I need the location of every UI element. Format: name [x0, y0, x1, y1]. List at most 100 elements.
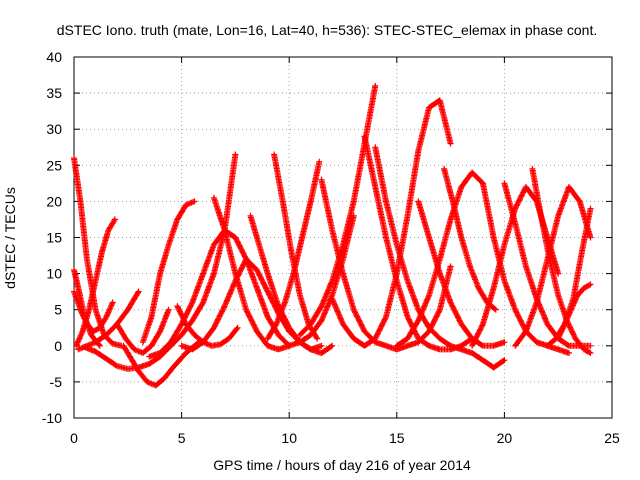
data-point — [460, 186, 462, 188]
series-12 — [210, 194, 357, 353]
data-point — [417, 200, 419, 202]
data-point — [428, 345, 430, 347]
data-point — [460, 348, 462, 350]
data-point — [452, 200, 454, 202]
data-point — [320, 352, 322, 354]
data-point — [301, 237, 303, 238]
data-point — [82, 330, 84, 332]
data-point — [77, 348, 79, 350]
data-point — [176, 305, 178, 307]
data-point — [176, 218, 178, 220]
data-point — [503, 244, 505, 246]
data-point — [73, 269, 75, 271]
data-point — [237, 327, 239, 329]
data-point — [95, 341, 97, 343]
data-point — [581, 251, 583, 253]
data-point — [407, 316, 409, 318]
data-point — [267, 291, 269, 293]
data-point — [450, 218, 452, 220]
series-15 — [264, 158, 323, 342]
data-point — [284, 301, 286, 303]
data-point — [428, 294, 430, 296]
data-point — [385, 345, 387, 347]
data-point — [125, 338, 127, 340]
data-point — [353, 338, 355, 340]
data-point — [159, 273, 161, 275]
data-point — [568, 352, 570, 354]
data-point — [282, 200, 284, 202]
data-point — [99, 327, 101, 329]
data-point — [310, 348, 312, 350]
data-point — [503, 182, 505, 184]
data-point — [482, 323, 484, 325]
data-point — [213, 244, 215, 246]
series-6 — [114, 306, 172, 356]
data-point — [299, 334, 301, 336]
x-tick-label: 0 — [70, 430, 78, 446]
y-tick-label: 25 — [46, 157, 62, 173]
data-point — [525, 330, 527, 332]
data-point — [224, 229, 226, 231]
data-point — [277, 348, 279, 350]
data-point — [374, 338, 376, 340]
data-point — [353, 200, 355, 202]
data-point — [589, 283, 591, 285]
data-point — [112, 343, 114, 345]
data-point — [191, 301, 193, 303]
x-tick-label: 20 — [497, 430, 513, 446]
data-point — [493, 237, 495, 238]
data-point — [417, 150, 419, 152]
data-point — [428, 237, 430, 238]
data-point — [540, 215, 542, 217]
data-point — [471, 352, 473, 354]
y-tick-label: -5 — [50, 374, 63, 390]
data-point — [331, 345, 333, 347]
data-point — [493, 366, 495, 368]
data-point — [450, 265, 452, 267]
data-point — [163, 377, 165, 379]
data-point — [77, 287, 79, 289]
data-point — [342, 273, 344, 275]
data-point — [574, 338, 576, 340]
data-point — [202, 301, 204, 303]
data-point — [589, 208, 591, 210]
data-point — [583, 287, 585, 289]
data-point — [460, 237, 462, 238]
data-point — [417, 338, 419, 340]
data-point — [213, 327, 215, 329]
data-point — [460, 323, 462, 325]
x-tick-label: 10 — [281, 430, 297, 446]
data-point — [99, 345, 101, 347]
data-point — [417, 320, 419, 322]
data-point — [122, 345, 124, 347]
data-point — [525, 265, 527, 267]
data-point — [478, 287, 480, 289]
data-point — [514, 345, 516, 347]
data-point — [159, 330, 161, 332]
data-point — [353, 309, 355, 311]
data-point — [439, 258, 441, 260]
y-tick-label: 15 — [46, 230, 62, 246]
series-14 — [271, 151, 321, 342]
data-point — [514, 208, 516, 210]
data-point — [471, 172, 473, 174]
data-point — [95, 351, 97, 353]
data-point — [374, 186, 376, 188]
data-point — [293, 273, 295, 275]
data-point — [88, 309, 90, 311]
series-3 — [73, 216, 118, 349]
data-point — [531, 168, 533, 170]
data-point — [172, 366, 174, 368]
data-point — [75, 345, 77, 347]
data-point — [342, 323, 344, 325]
series-0 — [71, 155, 125, 349]
data-point — [288, 345, 290, 347]
data-point — [589, 352, 591, 354]
data-point — [536, 301, 538, 303]
x-axis-label: GPS time / hours of day 216 of year 2014 — [213, 457, 471, 473]
data-point — [194, 334, 196, 336]
data-point — [191, 348, 193, 350]
data-point — [546, 345, 548, 347]
data-point — [86, 258, 88, 260]
data-point — [385, 200, 387, 202]
